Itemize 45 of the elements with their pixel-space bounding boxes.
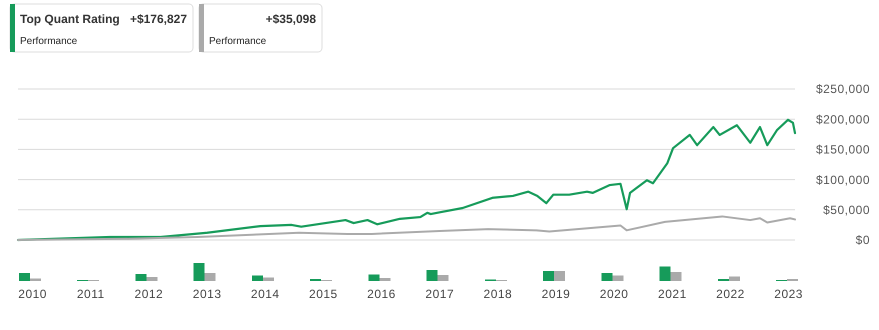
y-tick-label: $150,000 <box>816 142 870 157</box>
bar <box>426 270 438 281</box>
x-tick-label: 2011 <box>76 287 105 301</box>
bar <box>194 263 205 281</box>
bar <box>612 276 624 281</box>
text: Performance <box>209 36 267 47</box>
text: +$35,098 <box>266 12 316 26</box>
bar <box>554 271 566 281</box>
x-tick-label: 2019 <box>542 287 570 301</box>
x-tick-label: 2013 <box>192 287 222 301</box>
bar <box>379 278 390 281</box>
bar <box>252 276 263 281</box>
bar <box>728 276 740 281</box>
bar <box>368 274 380 281</box>
bar <box>660 266 671 281</box>
x-tick-label: 2010 <box>18 287 47 301</box>
line-series <box>17 215 796 241</box>
x-tick-label: 2014 <box>250 287 280 301</box>
bar <box>204 272 216 281</box>
bar <box>30 278 41 281</box>
x-tick-label: 2017 <box>425 287 454 301</box>
x-tick-label: 2023 <box>774 287 803 301</box>
x-tick-label: 2020 <box>600 287 628 301</box>
y-tick-label: $0 <box>856 233 870 248</box>
y-tick-label: $250,000 <box>816 82 870 96</box>
bar <box>601 272 612 281</box>
y-tick-label: $100,000 <box>816 172 870 187</box>
x-tick-label: 2015 <box>309 287 338 301</box>
bar <box>262 277 274 281</box>
text: +$176,827 <box>130 12 188 26</box>
bar <box>146 277 158 281</box>
y-tick-label: $50,000 <box>823 203 870 217</box>
x-tick-label: 2016 <box>367 287 396 301</box>
bar <box>135 274 146 281</box>
bar <box>438 275 449 281</box>
x-tick-label: 2012 <box>134 287 164 301</box>
y-tick-label: $200,000 <box>816 112 870 126</box>
bar <box>543 271 554 281</box>
bar <box>19 272 30 281</box>
text: Top Quant Rating <box>20 12 120 26</box>
bar <box>670 272 682 281</box>
x-tick-label: 2022 <box>716 287 745 301</box>
x-tick-label: 2021 <box>658 287 687 301</box>
text: Performance <box>20 36 78 47</box>
x-tick-label: 2018 <box>484 287 512 301</box>
